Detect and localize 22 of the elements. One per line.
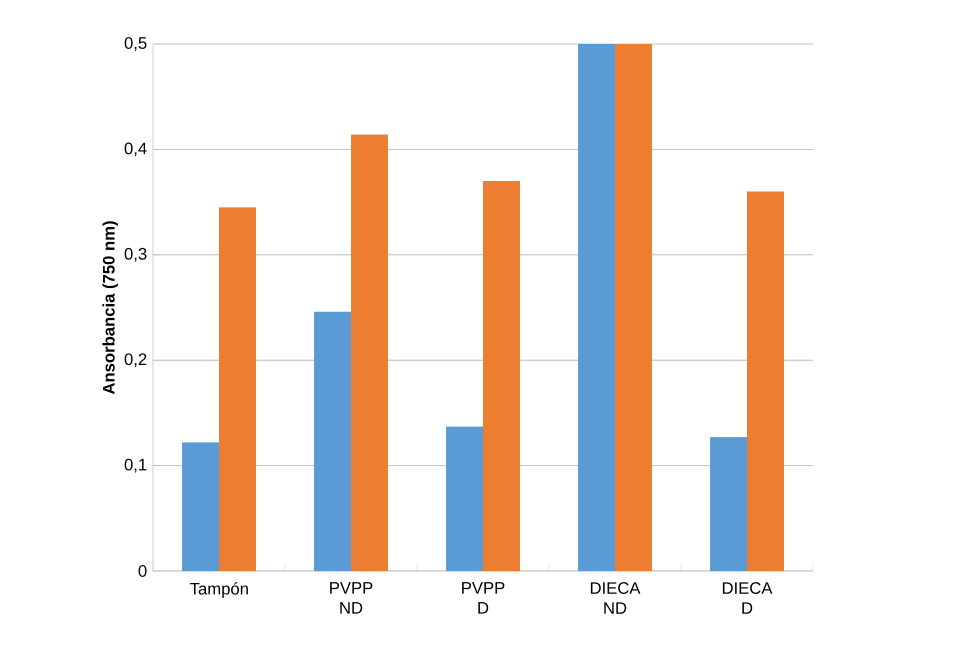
x-tick-label: DIECA D — [722, 582, 772, 614]
x-tick-label: PVPP ND — [330, 582, 372, 614]
y-axis-title: Ansorbancia (750 nm) — [102, 221, 118, 394]
bar — [483, 181, 520, 571]
bar — [615, 44, 652, 571]
y-tick-label: 0,5 — [124, 37, 146, 51]
bar — [351, 134, 388, 571]
bar — [710, 437, 747, 571]
bar — [182, 442, 219, 571]
x-tick-label: Tampón — [190, 582, 248, 598]
x-tick-label: PVPP D — [462, 582, 504, 614]
y-tick-label: 0,1 — [124, 458, 146, 472]
bar — [446, 426, 483, 571]
x-tick-label: DIECA ND — [590, 582, 640, 614]
bar — [314, 312, 352, 571]
bar — [219, 207, 256, 571]
y-tick-label: 0,3 — [124, 248, 146, 262]
y-tick-label: 0 — [138, 565, 147, 577]
y-tick-label: 0,2 — [124, 353, 146, 368]
bar — [747, 192, 784, 571]
y-tick-label: 0,4 — [124, 142, 147, 156]
bar — [578, 44, 615, 571]
